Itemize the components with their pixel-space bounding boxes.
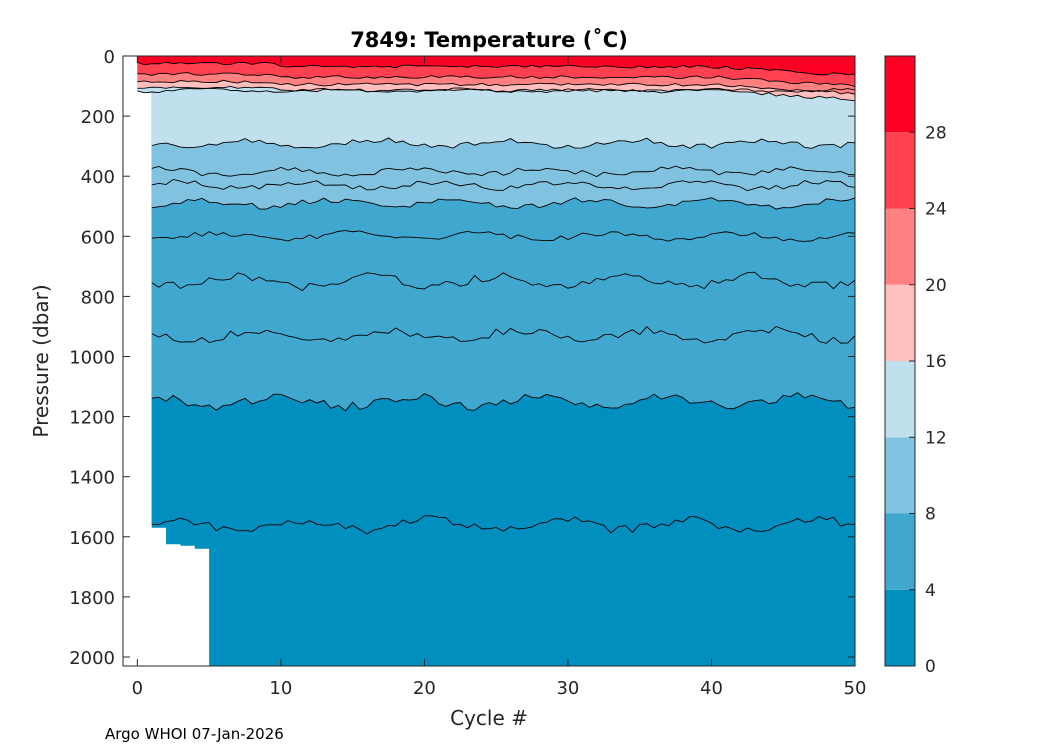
contour-band	[137, 56, 855, 75]
isotherm-line-layer	[137, 61, 855, 535]
x-tick-label: 20	[413, 678, 436, 699]
isotherm-line	[137, 72, 855, 88]
y-tick-label: 1400	[69, 468, 115, 489]
isotherm-line	[151, 197, 855, 210]
chart-title: 7849: Temperature (˚C)	[350, 28, 628, 52]
colorbar-tick-label: 28	[925, 123, 947, 143]
isotherm-line	[151, 325, 855, 344]
y-tick-label: 1800	[69, 588, 115, 609]
isotherm-line	[137, 79, 855, 95]
colorbar-tick-label: 24	[925, 200, 947, 220]
y-tick-label: 800	[81, 287, 115, 308]
colorbar-segment	[885, 437, 915, 514]
y-tick-label: 400	[81, 167, 115, 188]
plot-axes-box	[122, 55, 856, 667]
contour-fill-layer	[137, 56, 855, 666]
colorbar-tick-label: 16	[925, 352, 947, 372]
y-tick-label: 1200	[69, 408, 115, 429]
x-axis-label: Cycle #	[450, 706, 528, 730]
colorbar-tick-label: 12	[925, 428, 947, 448]
colorbar-segment	[885, 56, 915, 133]
y-axis: 0 200 400 600 800 1000 1200 1400 1600 1800 2000	[69, 47, 855, 669]
y-tick-label: 200	[81, 107, 115, 128]
x-axis: 0 10 20 30 40 50	[132, 56, 867, 699]
y-tick-label: 2000	[69, 648, 115, 669]
isotherm-line	[151, 271, 855, 292]
isotherm-line	[151, 137, 855, 149]
y-tick-label: 600	[81, 227, 115, 248]
colorbar-tick-label: 8	[925, 505, 936, 525]
isotherm-line	[151, 178, 855, 192]
x-tick-label: 10	[269, 678, 292, 699]
colorbar-tick-label: 0	[925, 657, 936, 677]
x-tick-label: 50	[844, 678, 867, 699]
footer-credit: Argo WHOI 07-Jan-2026	[105, 725, 284, 743]
colorbar-segment	[885, 208, 915, 285]
x-tick-label: 30	[556, 678, 579, 699]
colorbar: 0 4 8 12 16 20 24 28	[884, 55, 947, 677]
isotherm-line	[151, 165, 855, 178]
y-tick-label: 1600	[69, 528, 115, 549]
isotherm-line	[151, 515, 855, 535]
isotherm-line	[151, 392, 855, 412]
y-tick-label: 0	[104, 47, 115, 68]
x-tick-label: 0	[132, 678, 143, 699]
y-axis-label: Pressure (dbar)	[29, 284, 53, 437]
x-tick-label: 40	[700, 678, 723, 699]
colorbar-segment	[885, 132, 915, 209]
colorbar-segment	[885, 361, 915, 438]
isotherm-line	[137, 61, 855, 76]
colorbar-tick-label: 20	[925, 276, 947, 296]
colorbar-segment	[885, 513, 915, 590]
y-tick-label: 1000	[69, 347, 115, 368]
isotherm-line	[137, 85, 855, 102]
colorbar-segment	[885, 284, 915, 361]
colorbar-tick-label: 4	[925, 581, 936, 601]
isotherm-line	[151, 230, 855, 242]
colorbar-segment	[885, 589, 915, 666]
